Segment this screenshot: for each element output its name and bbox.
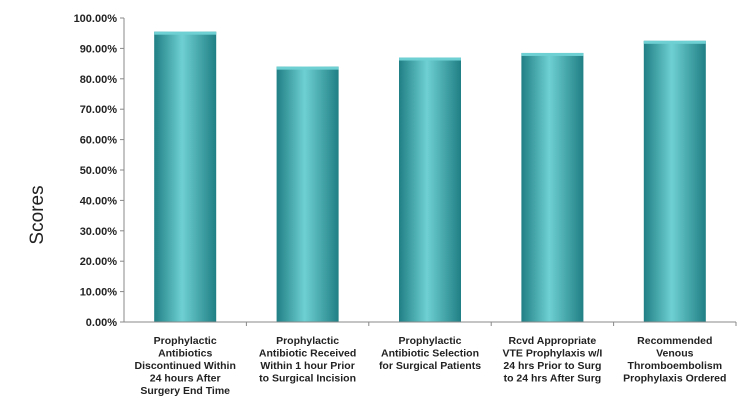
x-category-label: Rcvd Appropriate VTE Prophylaxis w/I 24 hr… [503,335,603,385]
y-axis-title: Scores [27,185,48,244]
x-category-label: Recommended Venous Thromboembolism Prophyla… [623,335,726,385]
y-tick-label: 60.00% [80,135,118,147]
bar-top-highlight [399,57,461,61]
y-axis-ticks: 0.00% 10.00% 20.00% 30.00% 40.00% 50.00% 60.00… [74,13,124,329]
y-tick-label: 10.00% [80,287,118,299]
y-tick-label: 90.00% [80,43,118,55]
y-tick-label: 100.00% [74,13,118,25]
bar-top-highlight [276,66,339,70]
bar-top-highlight [154,31,217,35]
y-tick-label: 80.00% [80,74,118,86]
bar-top-highlight [643,40,706,44]
bar [399,57,461,323]
x-category-label: Prophylactic Antibiotics Discontinued With… [134,335,235,397]
bar [154,31,217,323]
x-category-label: Prophylactic Antibiotic Received Within 1 … [259,335,356,385]
x-category-label: Prophylactic Antibiotic Selection for Surg… [379,335,481,372]
bars-group [154,31,706,323]
y-tick-label: 50.00% [80,165,118,177]
bar [521,52,584,323]
y-tick-label: 40.00% [80,195,118,207]
y-tick-label: 70.00% [80,104,118,116]
y-tick-label: 0.00% [86,317,117,329]
bar [643,40,706,323]
bar [276,66,339,322]
y-tick-label: 30.00% [80,226,118,238]
x-axis-labels: Prophylactic Antibiotics Discontinued With… [134,322,737,397]
bar-top-highlight [521,52,584,56]
y-tick-label: 20.00% [80,256,118,268]
